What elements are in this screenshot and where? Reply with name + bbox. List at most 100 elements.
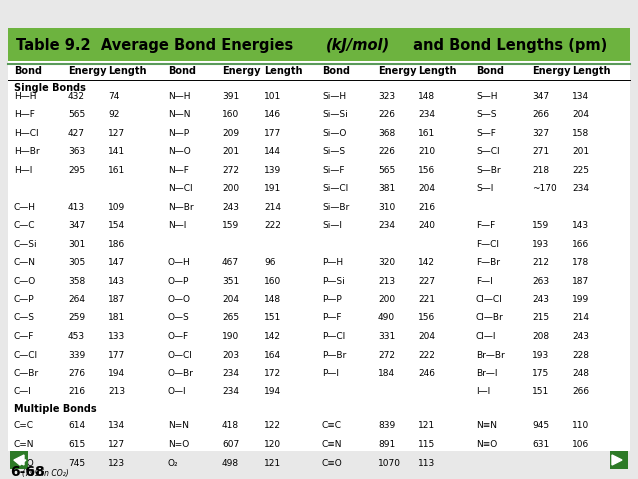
Text: 272: 272: [378, 351, 395, 360]
Text: Cl—I: Cl—I: [476, 332, 496, 341]
Text: 156: 156: [418, 166, 435, 174]
Text: 295: 295: [68, 166, 85, 174]
Text: N=N: N=N: [168, 422, 189, 431]
Text: 127: 127: [108, 128, 125, 137]
Text: Table 9.2  Average Bond Energies: Table 9.2 Average Bond Energies: [16, 37, 299, 53]
Text: 115: 115: [418, 440, 435, 449]
Text: 141: 141: [108, 147, 125, 156]
Text: 209: 209: [222, 128, 239, 137]
Text: 139: 139: [264, 166, 281, 174]
Text: 615: 615: [68, 440, 85, 449]
Text: 164: 164: [264, 351, 281, 360]
Text: 310: 310: [378, 203, 396, 212]
Text: Bond: Bond: [476, 66, 504, 76]
Text: 301: 301: [68, 240, 85, 249]
Text: 177: 177: [108, 351, 125, 360]
Text: 200: 200: [222, 184, 239, 193]
Text: 161: 161: [418, 128, 435, 137]
Text: 212: 212: [532, 258, 549, 267]
Text: P—H: P—H: [322, 258, 343, 267]
Text: 101: 101: [264, 91, 281, 101]
Text: S—H: S—H: [476, 91, 498, 101]
Text: Br—Br: Br—Br: [476, 351, 505, 360]
Text: H—Br: H—Br: [14, 147, 40, 156]
Text: 614: 614: [68, 422, 85, 431]
Text: 228: 228: [572, 351, 589, 360]
Text: F—I: F—I: [476, 276, 493, 285]
Text: 272: 272: [222, 166, 239, 174]
Text: 144: 144: [264, 147, 281, 156]
Text: N=O: N=O: [168, 440, 189, 449]
FancyBboxPatch shape: [8, 28, 630, 61]
Text: Si—F: Si—F: [322, 166, 345, 174]
Text: C≡O: C≡O: [322, 458, 343, 468]
Text: 222: 222: [264, 221, 281, 230]
Text: 175: 175: [532, 369, 549, 378]
Text: 161: 161: [108, 166, 125, 174]
Text: 427: 427: [68, 128, 85, 137]
Text: P—I: P—I: [322, 369, 339, 378]
Text: Si—Cl: Si—Cl: [322, 184, 348, 193]
Text: 214: 214: [572, 313, 589, 322]
Text: 166: 166: [572, 240, 590, 249]
Text: C—O: C—O: [14, 276, 36, 285]
Text: 177: 177: [264, 128, 281, 137]
Text: 204: 204: [572, 110, 589, 119]
Text: 133: 133: [108, 332, 125, 341]
Text: Bond: Bond: [168, 66, 196, 76]
Text: 194: 194: [108, 369, 125, 378]
Text: C—Br: C—Br: [14, 369, 39, 378]
Text: 467: 467: [222, 258, 239, 267]
Text: C—S: C—S: [14, 313, 35, 322]
Text: P—Br: P—Br: [322, 351, 346, 360]
Text: O—H: O—H: [168, 258, 191, 267]
Text: 565: 565: [68, 110, 85, 119]
Text: I—I: I—I: [476, 388, 490, 397]
Text: C—Cl: C—Cl: [14, 351, 38, 360]
FancyBboxPatch shape: [610, 451, 628, 469]
Text: 418: 418: [222, 422, 239, 431]
Text: S—F: S—F: [476, 128, 496, 137]
Text: 331: 331: [378, 332, 396, 341]
Text: 216: 216: [68, 388, 85, 397]
Text: Si—S: Si—S: [322, 147, 345, 156]
Text: 391: 391: [222, 91, 239, 101]
Text: 204: 204: [222, 295, 239, 304]
Text: 187: 187: [108, 295, 125, 304]
Text: 276: 276: [68, 369, 85, 378]
Text: C=N: C=N: [14, 440, 34, 449]
Text: 234: 234: [418, 110, 435, 119]
Text: P—Cl: P—Cl: [322, 332, 345, 341]
Text: Si—Si: Si—Si: [322, 110, 348, 119]
Text: N≡O: N≡O: [476, 440, 497, 449]
Text: 381: 381: [378, 184, 396, 193]
Text: 305: 305: [68, 258, 85, 267]
Text: 204: 204: [418, 332, 435, 341]
Text: 200: 200: [378, 295, 395, 304]
Text: 259: 259: [68, 313, 85, 322]
Text: O—F: O—F: [168, 332, 189, 341]
Text: 453: 453: [68, 332, 85, 341]
Text: 263: 263: [532, 276, 549, 285]
Text: 339: 339: [68, 351, 85, 360]
Text: 186: 186: [108, 240, 125, 249]
Text: 158: 158: [572, 128, 590, 137]
Text: 208: 208: [532, 332, 549, 341]
Text: 210: 210: [418, 147, 435, 156]
Text: Single Bonds: Single Bonds: [14, 83, 86, 93]
Text: Br—I: Br—I: [476, 369, 498, 378]
Text: P—P: P—P: [322, 295, 342, 304]
Text: 271: 271: [532, 147, 549, 156]
Text: 234: 234: [572, 184, 589, 193]
Text: 122: 122: [264, 422, 281, 431]
Text: 121: 121: [418, 422, 435, 431]
Text: 143: 143: [108, 276, 125, 285]
Text: Si—O: Si—O: [322, 128, 346, 137]
Text: C—H: C—H: [14, 203, 36, 212]
Text: 213: 213: [108, 388, 125, 397]
Text: 227: 227: [418, 276, 435, 285]
Text: 109: 109: [108, 203, 125, 212]
Text: 74: 74: [108, 91, 119, 101]
Text: 187: 187: [572, 276, 590, 285]
Text: Si—H: Si—H: [322, 91, 346, 101]
